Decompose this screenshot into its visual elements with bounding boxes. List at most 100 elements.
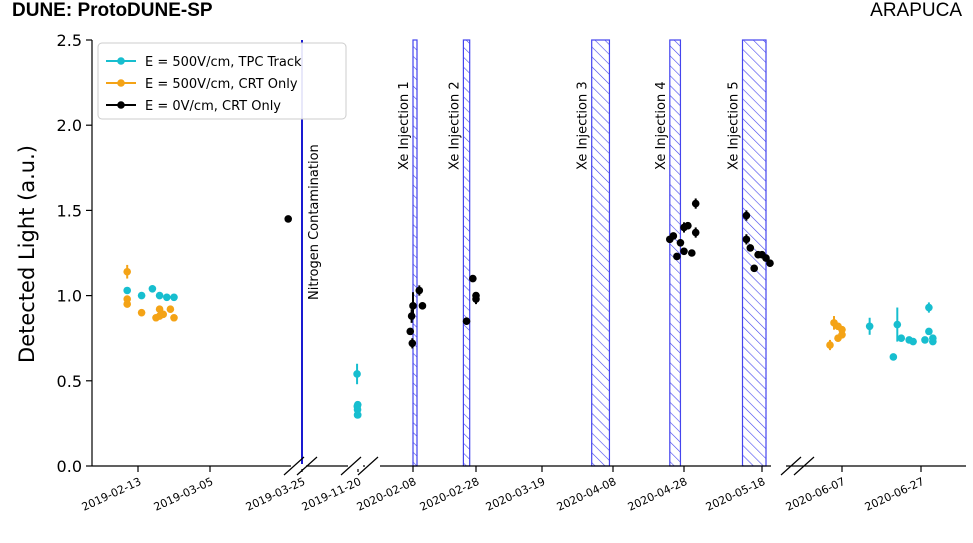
legend-marker (117, 57, 125, 65)
event-band (462, 39, 471, 467)
axis-breaks (283, 456, 815, 476)
marker (897, 334, 906, 343)
legend-label: E = 500V/cm, TPC Track (145, 55, 302, 70)
marker (353, 411, 362, 419)
data-point (929, 334, 937, 343)
marker (691, 199, 700, 208)
data-point (462, 317, 471, 325)
data-point (742, 234, 751, 245)
event-bands: Nitrogen Contamination Xe Injection 1 Xe I… (301, 39, 767, 467)
marker (170, 293, 178, 302)
data-point (826, 339, 834, 351)
break-mark (780, 456, 802, 476)
marker (669, 232, 678, 240)
data-point (159, 310, 167, 319)
event-band (412, 39, 418, 467)
x-tick-label: 2020-06-07 (784, 475, 847, 514)
break-gap (365, 464, 380, 469)
data-point (921, 336, 929, 344)
event-label: Xe Injection 1 (397, 81, 412, 170)
data-point (691, 227, 700, 238)
data-point (925, 302, 933, 313)
break-mark (357, 456, 379, 476)
legend-marker (117, 101, 125, 109)
data-point (415, 285, 424, 296)
marker (159, 310, 167, 319)
marker (163, 293, 171, 302)
data-point (472, 293, 480, 305)
marker (691, 228, 700, 237)
marker (469, 274, 477, 283)
marker (676, 238, 685, 247)
marker (415, 286, 424, 295)
marker (742, 235, 751, 244)
marker (353, 400, 362, 409)
marker (680, 247, 688, 256)
marker (409, 302, 417, 310)
data-point (746, 244, 755, 252)
data-point (353, 363, 361, 385)
marker (766, 259, 774, 268)
data-point (889, 353, 898, 361)
marker (166, 305, 175, 314)
data-point (123, 264, 131, 279)
data-point (408, 338, 417, 349)
break-mark (296, 456, 318, 476)
legend: E = 500V/cm, TPC Track E = 500V/cm, CRT O… (97, 42, 347, 120)
y-tick-label: 0.5 (57, 372, 82, 391)
marker (407, 312, 416, 320)
x-tick-label: 2020-06-27 (863, 475, 926, 514)
marker (909, 337, 917, 346)
x-tick-label: 2019-11-20 (300, 475, 363, 514)
x-tick-label: 2020-04-28 (626, 475, 689, 514)
y-tick-label: 2.0 (57, 116, 82, 135)
data-point (123, 286, 131, 295)
marker (929, 334, 937, 343)
break-mark (283, 456, 305, 476)
marker (137, 291, 146, 300)
y-tick-label: 1.0 (57, 287, 82, 306)
marker (123, 267, 131, 276)
y-tick-label: 1.5 (57, 201, 82, 220)
marker (123, 300, 131, 308)
data-point (742, 210, 751, 221)
x-tick-label: 2020-05-18 (704, 475, 767, 514)
data-point (418, 302, 427, 310)
data-point (409, 292, 417, 320)
data-point (353, 411, 362, 419)
data-points (123, 198, 937, 419)
event-label: Xe Injection 3 (576, 81, 591, 170)
data-point (137, 308, 146, 317)
corner-label: ARAPUCA (870, 0, 962, 21)
marker (746, 244, 755, 252)
marker (406, 327, 415, 336)
legend-label: E = 0V/cm, CRT Only (145, 99, 281, 114)
data-point (170, 293, 178, 302)
event-label: Xe Injection 5 (727, 81, 742, 170)
marker (921, 336, 929, 344)
break-gap (348, 464, 363, 469)
data-point (163, 293, 171, 302)
data-point (925, 327, 933, 336)
marker (137, 308, 146, 317)
marker (889, 353, 898, 361)
marker (925, 327, 933, 336)
marker (925, 303, 933, 312)
data-point (148, 284, 157, 293)
data-point (750, 264, 758, 273)
data-point (155, 291, 164, 300)
data-point (137, 291, 146, 300)
marker (893, 320, 902, 329)
marker (742, 211, 751, 220)
data-point (865, 317, 874, 335)
data-point (691, 198, 700, 209)
marker (750, 264, 758, 273)
break-gap (291, 464, 306, 469)
data-point (762, 254, 770, 262)
data-point (684, 221, 692, 230)
event-band (669, 39, 682, 467)
data-point (166, 305, 175, 314)
break-mark (340, 456, 362, 476)
x-tick-label: 2020-02-28 (418, 475, 481, 514)
chart-title: DUNE: ProtoDUNE-SP (12, 0, 213, 21)
